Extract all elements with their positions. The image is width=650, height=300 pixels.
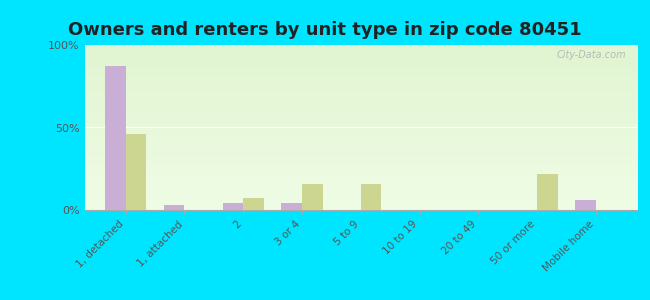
- Bar: [537, 174, 558, 210]
- Bar: [222, 203, 243, 210]
- Bar: [243, 199, 264, 210]
- Bar: [575, 200, 596, 210]
- Bar: [361, 184, 382, 210]
- Text: City-Data.com: City-Data.com: [556, 50, 626, 60]
- Text: Owners and renters by unit type in zip code 80451: Owners and renters by unit type in zip c…: [68, 21, 582, 39]
- Bar: [164, 205, 185, 210]
- Bar: [302, 184, 322, 210]
- Bar: [105, 66, 125, 210]
- Bar: [281, 203, 302, 210]
- Bar: [125, 134, 146, 210]
